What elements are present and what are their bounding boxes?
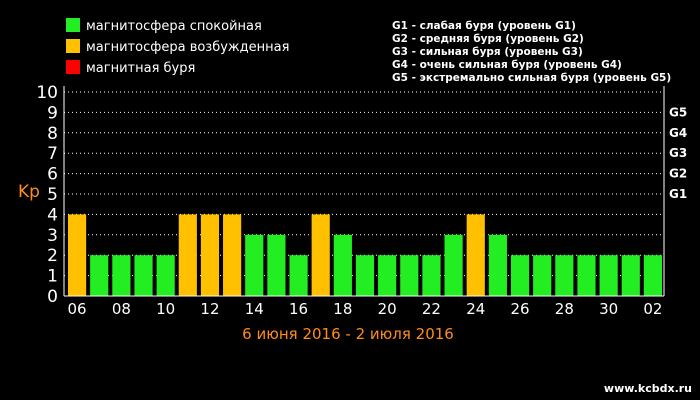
bar-25 [488,234,507,296]
g-tick-label: G1 [669,187,687,201]
bar-18 [333,234,352,296]
storm-scale-item: G2 - средняя буря (уровень G2) [392,33,584,45]
storm-scale-item: G5 - экстремально сильная буря (уровень … [392,72,671,84]
y-tick-label: 3 [47,226,58,246]
x-tick-label: 12 [200,300,219,318]
x-tick-label: 24 [466,300,485,318]
y-axis-label: Kp [18,182,40,202]
bar-13 [223,214,242,296]
bar-21 [400,255,419,296]
y-tick-label: 1 [47,267,58,287]
bar-29 [577,255,596,296]
bar-15 [267,234,286,296]
storm-scale-item: G4 - очень сильная буря (уровень G4) [392,59,622,71]
bar-27 [533,255,552,296]
x-tick-label: 28 [555,300,574,318]
x-tick-label: 30 [599,300,618,318]
legend-item-label: магнитосфера возбужденная [86,40,289,55]
bar-02 [643,255,663,296]
x-axis-ticks: 06 08 10 12 14 16 18 20 22 24 26 28 30 02 [68,300,663,318]
bar-10 [156,255,175,296]
g-axis-ticks: G1 G2 G3 G4 G5 [669,105,687,201]
legend-swatch [66,18,80,32]
legend-item-label: магнитосфера спокойная [86,19,262,34]
bars [67,214,663,296]
bar-23 [444,234,463,296]
y-tick-label: 0 [47,287,58,307]
y-tick-label: 10 [36,83,58,103]
x-tick-label: 16 [289,300,308,318]
bar-12 [200,214,220,296]
y-tick-label: 6 [47,165,58,185]
x-tick-label: 08 [112,300,131,318]
x-tick-label: 10 [156,300,175,318]
bar-16 [289,255,308,296]
x-tick-label: 26 [510,300,529,318]
axes [63,86,665,297]
bar-17 [311,214,330,296]
y-tick-label: 7 [47,144,58,164]
x-tick-label: 20 [378,300,397,318]
bar-19 [355,255,375,296]
bar-14 [245,234,264,296]
bar-28 [555,255,574,296]
legend-swatch [66,60,80,74]
x-tick-label: 02 [643,300,662,318]
bar-06 [67,214,87,296]
bar-11 [178,214,197,296]
g-tick-label: G5 [669,105,687,119]
bar-09 [134,255,153,296]
y-tick-label: 2 [47,246,58,266]
legend: магнитосфера спокойная магнитосфера возбу… [66,18,289,76]
bar-22 [422,255,441,296]
y-tick-label: 5 [47,185,58,205]
y-tick-label: 9 [47,103,58,123]
g-tick-label: G2 [669,167,687,181]
g-tick-label: G3 [669,146,687,160]
x-tick-label: 22 [422,300,441,318]
chart-subtitle: 6 июня 2016 - 2 июля 2016 [242,325,454,343]
bar-07 [90,255,109,296]
bar-01 [621,255,640,296]
watermark: www.kcbdx.ru [604,382,692,395]
storm-scale-legend: G1 - слабая буря (уровень G1)G2 - средня… [392,20,671,84]
grid-lines [64,91,664,277]
storm-scale-item: G1 - слабая буря (уровень G1) [392,20,576,32]
x-tick-label: 14 [245,300,264,318]
bar-24 [466,214,485,296]
bar-26 [510,255,530,296]
storm-scale-item: G3 - сильная буря (уровень G3) [392,46,583,58]
y-tick-label: 8 [47,124,58,144]
x-tick-label: 18 [333,300,352,318]
bar-08 [112,255,131,296]
x-tick-label: 06 [68,300,87,318]
legend-swatch [66,39,80,53]
bar-30 [599,255,618,296]
legend-item-label: магнитная буря [86,61,195,76]
g-tick-label: G4 [669,126,687,140]
y-tick-label: 4 [47,205,58,225]
bar-20 [378,255,397,296]
